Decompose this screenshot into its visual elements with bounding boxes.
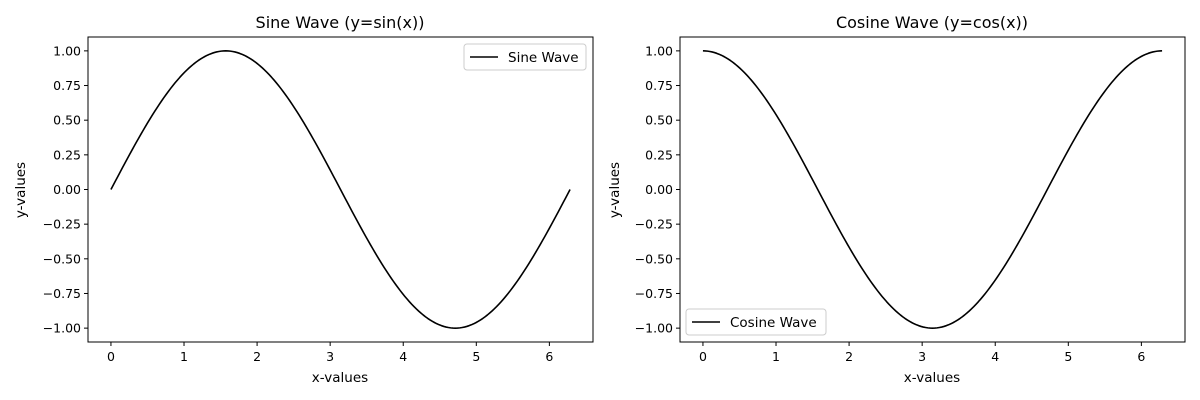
x-tick-label: 4	[991, 349, 999, 364]
legend-label-sine-wave: Sine Wave	[508, 50, 579, 66]
y-axis-label: y-values	[13, 162, 29, 218]
y-tick-label: 0.75	[645, 78, 673, 93]
chart-title: Cosine Wave (y=cos(x))	[836, 13, 1028, 32]
x-tick-label: 5	[472, 349, 480, 364]
plot-frame	[679, 36, 1186, 343]
x-tick-label: 4	[399, 349, 407, 364]
y-tick-label: −1.00	[635, 321, 673, 336]
y-axis-ticks: −1.00 −0.75 −0.50 −0.25 0.00 0.25 0.50 0.75 1.00	[635, 43, 680, 336]
y-tick-label: 0.25	[53, 147, 81, 162]
x-axis-ticks: 0 1 2 3 4 5 6	[107, 342, 553, 364]
y-tick-label: −0.75	[43, 286, 81, 301]
x-tick-label: 2	[845, 349, 853, 364]
sine-wave-line	[110, 50, 571, 329]
y-tick-label: −0.75	[635, 286, 673, 301]
x-tick-label: 0	[699, 349, 707, 364]
x-tick-label: 5	[1064, 349, 1072, 364]
y-tick-label: −1.00	[43, 321, 81, 336]
x-tick-label: 6	[1137, 349, 1145, 364]
y-tick-label: −0.50	[635, 251, 673, 266]
x-tick-label: 1	[180, 349, 188, 364]
y-tick-label: −0.25	[635, 217, 673, 232]
plot-frame	[87, 36, 594, 343]
legend: Cosine Wave	[685, 308, 827, 336]
x-tick-label: 0	[107, 349, 115, 364]
y-axis-ticks: −1.00 −0.75 −0.50 −0.25 0.00 0.25 0.50 0.75 1.00	[43, 43, 88, 336]
legend: Sine Wave	[463, 43, 587, 71]
x-axis-label: x-values	[904, 370, 960, 386]
y-tick-label: 0.00	[645, 182, 673, 197]
x-tick-label: 1	[772, 349, 780, 364]
legend-label-cosine-wave: Cosine Wave	[730, 315, 817, 331]
cosine-chart: Cosine Wave (y=cos(x)) −1.00 −0.75 −0.50 −0…	[607, 13, 1186, 386]
y-tick-label: −0.50	[43, 251, 81, 266]
legend-box	[463, 43, 587, 71]
x-tick-label: 6	[545, 349, 553, 364]
legend-box	[685, 308, 827, 336]
y-tick-label: −0.25	[43, 217, 81, 232]
x-tick-label: 2	[253, 349, 261, 364]
y-tick-label: 1.00	[53, 43, 81, 58]
y-tick-label: 0.50	[645, 113, 673, 128]
chart-title: Sine Wave (y=sin(x))	[256, 13, 425, 32]
x-axis-label: x-values	[312, 370, 368, 386]
y-tick-label: 0.75	[53, 78, 81, 93]
x-tick-label: 3	[326, 349, 334, 364]
y-axis-label: y-values	[607, 162, 623, 218]
x-axis-ticks: 0 1 2 3 4 5 6	[699, 342, 1145, 364]
cosine-wave-line	[702, 50, 1163, 329]
sine-chart: Sine Wave (y=sin(x)) −1.00 −0.75 −0.50 −0.2…	[13, 13, 594, 386]
y-tick-label: 0.25	[645, 147, 673, 162]
y-tick-label: 0.00	[53, 182, 81, 197]
plot-area	[680, 37, 1185, 342]
x-tick-label: 3	[918, 349, 926, 364]
y-tick-label: 1.00	[645, 43, 673, 58]
y-tick-label: 0.50	[53, 113, 81, 128]
